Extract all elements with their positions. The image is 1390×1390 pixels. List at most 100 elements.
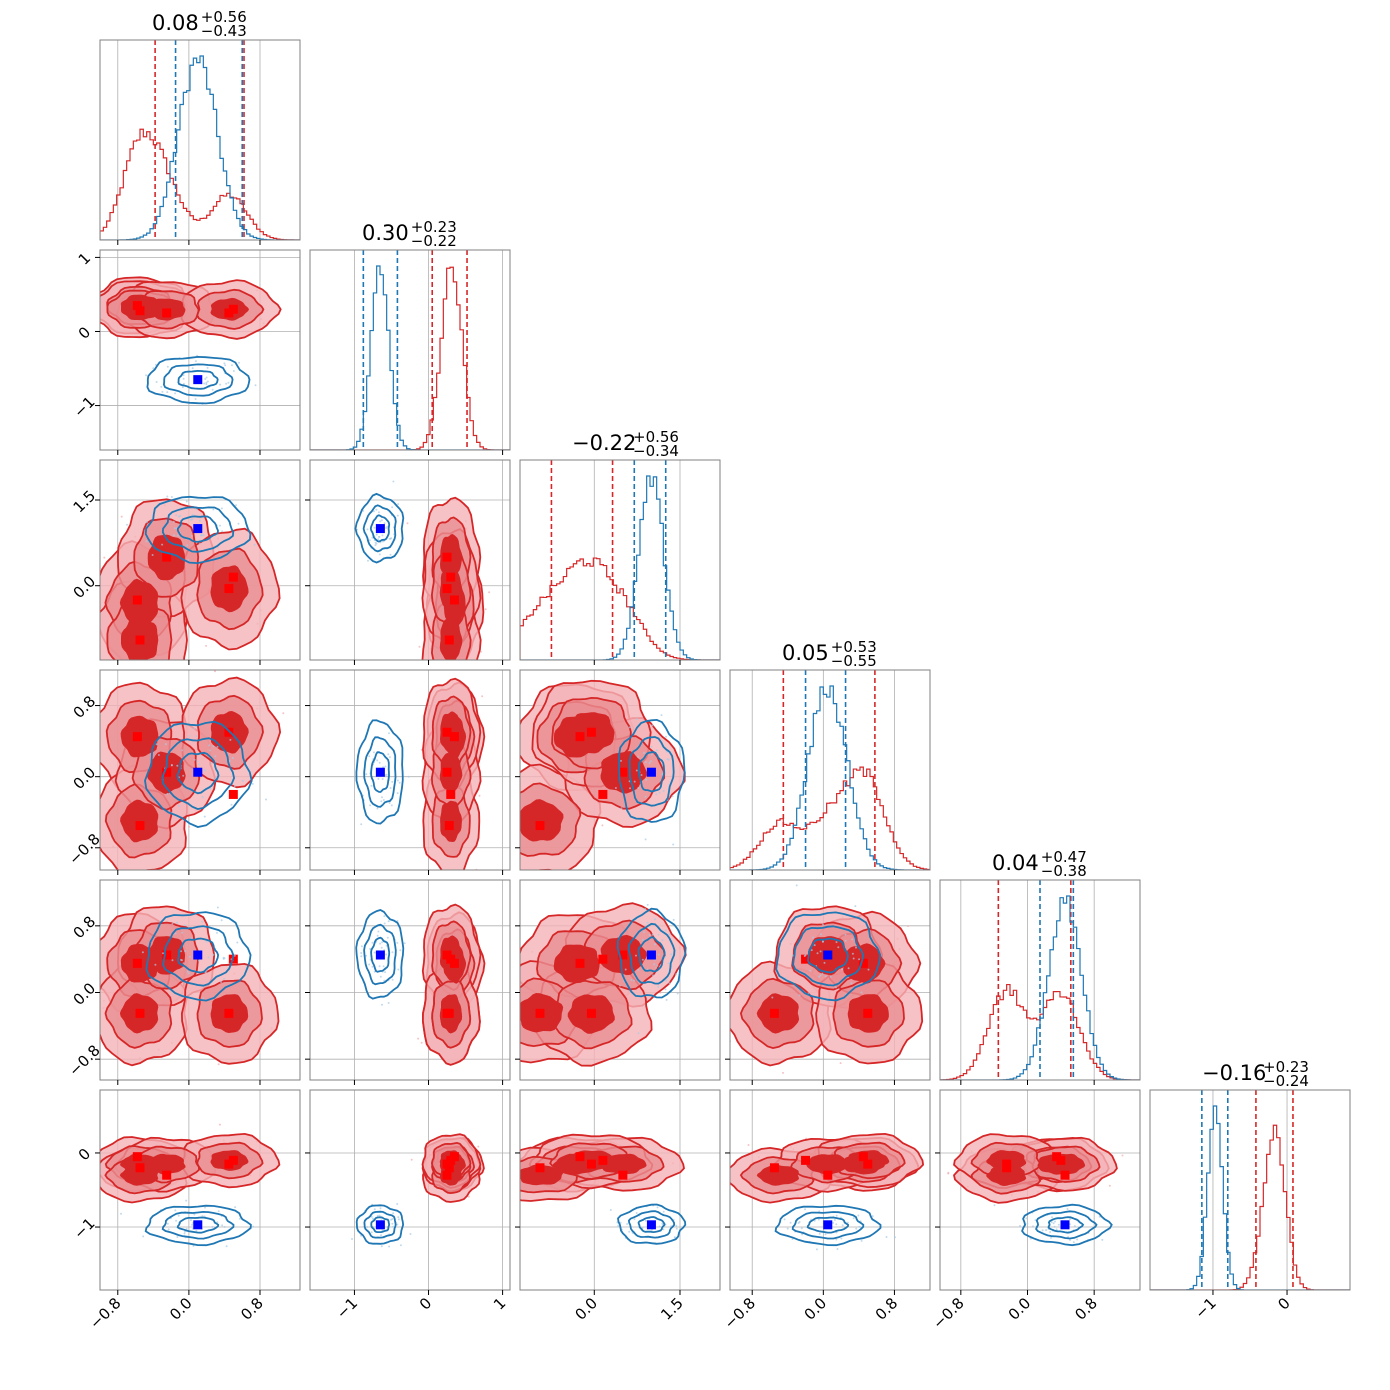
blue-sample-point (360, 955, 363, 958)
blue-sample-point (204, 769, 206, 772)
blue-sample-point (193, 1213, 196, 1216)
blue-sample-point (626, 1223, 629, 1225)
blue-sample-point (209, 787, 212, 790)
blue-sample-point (374, 544, 377, 547)
y-tick-label: −1 (70, 1214, 98, 1242)
panel-frame (939, 879, 1141, 1081)
blue-sample-point (170, 764, 173, 767)
blue-sample-point (824, 1233, 827, 1236)
blue-sample-point (380, 1245, 383, 1248)
blue-sample-point (387, 920, 390, 923)
red-marker (449, 595, 459, 605)
red-marker (162, 1170, 172, 1180)
contour-panel-4-0: −0.8 0.0 0.8 (65, 879, 301, 1085)
blue-contour (177, 937, 220, 974)
blue-sample-point (195, 735, 198, 738)
blue-sample-point (835, 1214, 838, 1217)
blue-sample-point (141, 951, 144, 954)
blue-sample-point (202, 534, 205, 537)
blue-contour (177, 369, 219, 390)
blue-sample-point (174, 392, 177, 395)
red-marker (769, 1008, 779, 1018)
blue-sample-point (812, 936, 814, 939)
blue-sample-point (210, 762, 213, 765)
blue-sample-point (847, 967, 850, 970)
histogram-panel-1 (309, 249, 511, 455)
blue-sample-point (225, 382, 228, 385)
blue-sample-point (840, 1237, 843, 1240)
panel-frame (99, 459, 301, 661)
blue-sample-point (176, 534, 179, 537)
x-tick-label: 0 (1274, 1294, 1293, 1313)
blue-sample-point (191, 513, 194, 516)
blue-sample-point (383, 922, 386, 925)
blue-sample-point (187, 972, 190, 975)
blue-marker (375, 1220, 385, 1230)
panel-frame (309, 669, 511, 871)
blue-sample-point (190, 937, 193, 940)
blue-sample-point (835, 941, 838, 944)
blue-sample-point (798, 994, 801, 997)
contour-panel-2-1 (305, 459, 511, 665)
blue-contour (792, 925, 865, 987)
blue-sample-point (643, 931, 645, 934)
blue-sample-point (635, 769, 638, 772)
red-sample-point (282, 712, 285, 715)
blue-sample-point (657, 985, 660, 988)
blue-sample-point (185, 1227, 188, 1230)
blue-sample-point (151, 554, 154, 556)
blue-sample-point (871, 1215, 874, 1218)
red-sample-point (120, 515, 123, 518)
panel-frame (729, 669, 931, 871)
blue-sample-point (835, 1223, 838, 1226)
blue-sample-point (396, 779, 399, 782)
red-marker (535, 1163, 545, 1173)
blue-sample-point (174, 932, 177, 935)
x-tick-label: −1 (1191, 1294, 1219, 1322)
blue-sample-point (173, 534, 176, 537)
red-sample-point (484, 608, 487, 611)
blue-sample-point (841, 968, 844, 971)
blue-marker (375, 950, 385, 960)
blue-sample-point (380, 1234, 382, 1237)
blue-sample-point (389, 553, 392, 556)
blue-sample-point (816, 952, 819, 955)
blue-sample-point (373, 951, 376, 954)
blue-sample-point (219, 524, 221, 527)
red-sample-point (488, 591, 491, 594)
blue-sample-point (160, 385, 163, 388)
panel-frame (729, 879, 931, 1081)
blue-sample-point (783, 1218, 786, 1221)
blue-sample-point (366, 1226, 369, 1228)
contour-panel-5-4: −0.8 0.0 0.8 (929, 1089, 1141, 1333)
blue-sample-point (628, 1230, 631, 1233)
blue-sample-point (624, 968, 627, 971)
blue-sample-point (397, 1218, 400, 1221)
x-tick-label: 1 (490, 1294, 509, 1313)
blue-sample-point (145, 540, 148, 543)
blue-sample-point (632, 979, 635, 982)
panel-frame (309, 249, 511, 451)
red-sample-point (94, 621, 96, 623)
blue-sample-point (220, 919, 223, 922)
blue-sample-point (628, 726, 631, 729)
panel-frame (309, 1089, 511, 1291)
contour-panel-2-0: 0.0 1.5 (70, 459, 301, 665)
red-sample-point (417, 1037, 420, 1040)
y-tick-label: 0.8 (70, 912, 100, 942)
blue-sample-point (166, 1222, 169, 1225)
blue-sample-point (867, 968, 870, 971)
blue-sample-point (390, 537, 393, 540)
blue-sample-point (630, 978, 633, 981)
blue-contour (146, 355, 251, 405)
blue-sample-point (383, 522, 386, 525)
panel-frame (99, 879, 301, 1081)
blue-sample-point (145, 374, 148, 377)
blue-sample-point (181, 386, 184, 389)
blue-sample-point (658, 791, 661, 794)
blue-sample-point (817, 1218, 820, 1221)
contour-panel-5-2: 0.0 1.5 (515, 1089, 721, 1324)
blue-sample-point (387, 1002, 390, 1004)
blue-sample-point (238, 361, 240, 364)
